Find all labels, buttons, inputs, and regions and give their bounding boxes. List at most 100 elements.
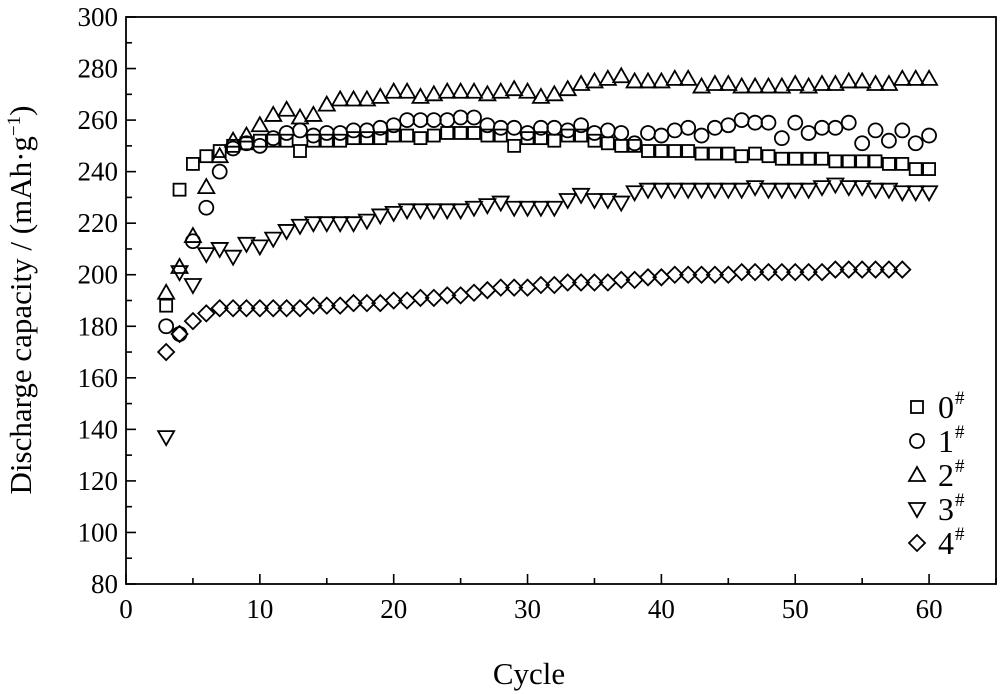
data-point	[587, 133, 602, 148]
data-point	[611, 66, 631, 84]
data-point	[732, 182, 752, 200]
data-point	[360, 131, 374, 146]
y-axis: 80 100 120 140 160 180 200 220 240 260 280 300	[78, 2, 136, 599]
data-point	[199, 149, 214, 164]
data-point	[707, 119, 723, 136]
legend-marker	[907, 502, 927, 519]
data-point	[292, 122, 308, 139]
data-point	[480, 128, 495, 143]
x-tick-label: 20	[380, 594, 407, 624]
data-point	[614, 138, 629, 153]
data-point	[705, 182, 725, 200]
data-point	[892, 185, 912, 203]
data-point	[840, 114, 857, 131]
data-point	[303, 216, 323, 233]
legend-label: 0#	[938, 388, 965, 425]
data-point	[520, 131, 535, 146]
data-point	[732, 76, 752, 94]
data-point	[558, 79, 578, 97]
data-point	[210, 298, 229, 318]
data-point	[424, 84, 444, 102]
data-point	[598, 193, 618, 210]
data-point	[705, 74, 725, 91]
data-point	[584, 193, 605, 210]
data-point	[467, 126, 481, 140]
data-point	[534, 131, 548, 146]
data-point	[865, 74, 886, 91]
data-point	[345, 122, 362, 139]
data-point	[169, 265, 190, 282]
legend-label: 2#	[938, 456, 965, 493]
data-point	[812, 180, 832, 197]
data-point	[172, 182, 187, 197]
data-point	[573, 117, 589, 134]
data-point	[560, 128, 575, 143]
legend-label-sup: #	[955, 524, 965, 545]
data-point	[559, 122, 576, 139]
data-point	[183, 278, 203, 295]
data-point	[758, 76, 779, 94]
data-point	[277, 298, 296, 318]
legend-label: 3#	[938, 490, 965, 527]
data-point	[906, 185, 926, 203]
data-point	[343, 89, 364, 107]
data-point	[464, 283, 484, 303]
data-point	[437, 203, 457, 221]
series-2	[156, 66, 939, 300]
data-point	[718, 74, 738, 91]
legend-entry: 0#	[910, 388, 965, 425]
data-point	[196, 247, 216, 264]
data-point	[788, 151, 803, 166]
data-point	[678, 69, 698, 86]
data-point	[370, 208, 390, 226]
data-point	[197, 304, 216, 323]
data-point	[370, 87, 390, 104]
data-point	[317, 94, 337, 112]
y-tick-label: 260	[78, 105, 119, 135]
data-point	[852, 260, 872, 279]
data-point	[665, 265, 685, 285]
data-point	[732, 262, 751, 282]
data-point	[343, 216, 364, 233]
data-point	[236, 236, 257, 254]
data-point	[466, 109, 482, 126]
data-point	[183, 311, 203, 331]
data-point	[464, 200, 484, 218]
data-point	[815, 151, 829, 166]
data-point	[785, 262, 805, 282]
data-point	[558, 273, 577, 292]
data-point	[571, 74, 591, 91]
data-point	[384, 291, 403, 310]
data-point	[599, 122, 616, 139]
data-point	[665, 182, 685, 200]
data-point	[626, 135, 643, 152]
data-point	[544, 200, 564, 218]
data-point	[397, 81, 417, 99]
data-point	[881, 132, 897, 149]
data-point	[761, 149, 776, 164]
legend-marker	[907, 533, 927, 553]
data-point	[196, 177, 216, 195]
legend-label-sup: #	[955, 490, 965, 511]
x-axis: 0 10 20 30 40 50 60	[119, 574, 997, 624]
x-tick-label: 10	[246, 594, 273, 624]
x-tick-label: 50	[782, 594, 809, 624]
data-point	[425, 112, 442, 128]
data-point	[839, 180, 859, 197]
data-point	[785, 74, 805, 91]
data-point	[785, 182, 805, 200]
data-point	[411, 288, 430, 308]
data-point	[250, 239, 270, 257]
data-point	[507, 138, 522, 153]
y-tick-label: 80	[91, 569, 118, 599]
legend-marker	[909, 433, 925, 449]
y-axis-title: Discharge capacity / (mAh·g−1)	[3, 106, 38, 495]
data-point	[852, 71, 872, 89]
data-point	[759, 262, 778, 282]
data-point	[611, 270, 631, 290]
data-point	[344, 293, 363, 313]
legend-label: 1#	[938, 422, 965, 459]
data-point	[867, 122, 884, 139]
data-point	[437, 81, 457, 99]
data-point	[171, 326, 188, 342]
